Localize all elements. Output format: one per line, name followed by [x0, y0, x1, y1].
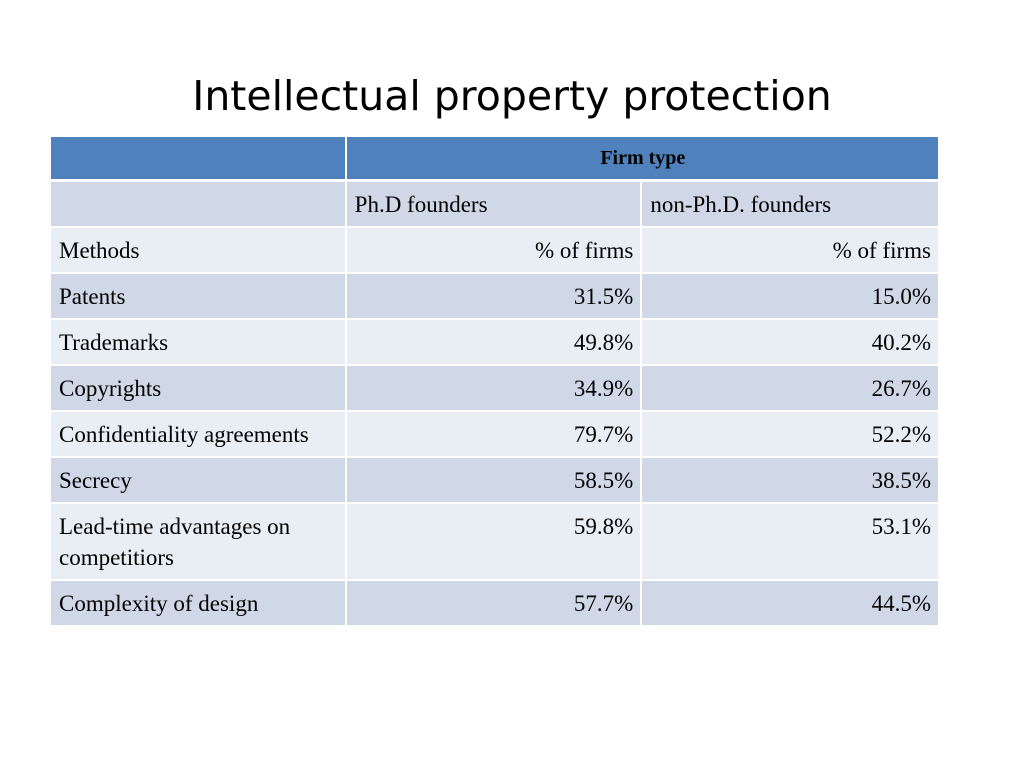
non-phd-value-cell: 53.1%	[642, 504, 938, 581]
table-row: Trademarks 49.8% 40.2%	[51, 320, 938, 366]
table-row: Complexity of design 57.7% 44.5%	[51, 581, 938, 627]
method-cell: Complexity of design	[51, 581, 347, 627]
phd-value-cell: 49.8%	[346, 320, 643, 366]
non-phd-value-cell: 52.2%	[642, 412, 938, 458]
table-unit-row: Methods % of firms % of firms	[51, 228, 938, 274]
phd-value-cell: 59.8%	[346, 504, 643, 581]
phd-value-cell: 79.7%	[346, 412, 643, 458]
non-phd-value-cell: 38.5%	[642, 458, 938, 504]
column-header-non-phd: non-Ph.D. founders	[642, 182, 938, 228]
non-phd-value-cell: 15.0%	[642, 274, 938, 320]
non-phd-value-cell: 26.7%	[642, 366, 938, 412]
unit-non-phd: % of firms	[642, 228, 938, 274]
non-phd-value-cell: 44.5%	[642, 581, 938, 627]
table-group-header-row: Firm type	[51, 137, 938, 182]
phd-value-cell: 57.7%	[346, 581, 643, 627]
method-cell: Patents	[51, 274, 347, 320]
non-phd-value-cell: 40.2%	[642, 320, 938, 366]
phd-value-cell: 58.5%	[346, 458, 643, 504]
table-row: Copyrights 34.9% 26.7%	[51, 366, 938, 412]
method-cell: Copyrights	[51, 366, 347, 412]
phd-value-cell: 34.9%	[346, 366, 643, 412]
phd-value-cell: 31.5%	[346, 274, 643, 320]
table-row: Confidentiality agreements 79.7% 52.2%	[51, 412, 938, 458]
column-header-phd: Ph.D founders	[346, 182, 643, 228]
header-empty-cell	[51, 137, 347, 182]
column-header-empty-cell	[51, 182, 347, 228]
table-row: Secrecy 58.5% 38.5%	[51, 458, 938, 504]
method-cell: Confidentiality agreements	[51, 412, 347, 458]
page-title: Intellectual property protection	[192, 72, 832, 120]
table-row: Patents 31.5% 15.0%	[51, 274, 938, 320]
unit-phd: % of firms	[346, 228, 643, 274]
firm-type-header: Firm type	[346, 137, 938, 182]
method-cell: Secrecy	[51, 458, 347, 504]
methods-label: Methods	[51, 228, 347, 274]
method-cell: Trademarks	[51, 320, 347, 366]
table-row: Lead-time advantages on competitiors 59.…	[51, 504, 938, 581]
table-column-header-row: Ph.D founders non-Ph.D. founders	[51, 182, 938, 228]
ip-protection-table: Firm type Ph.D founders non-Ph.D. founde…	[51, 137, 938, 627]
method-cell: Lead-time advantages on competitiors	[51, 504, 347, 581]
